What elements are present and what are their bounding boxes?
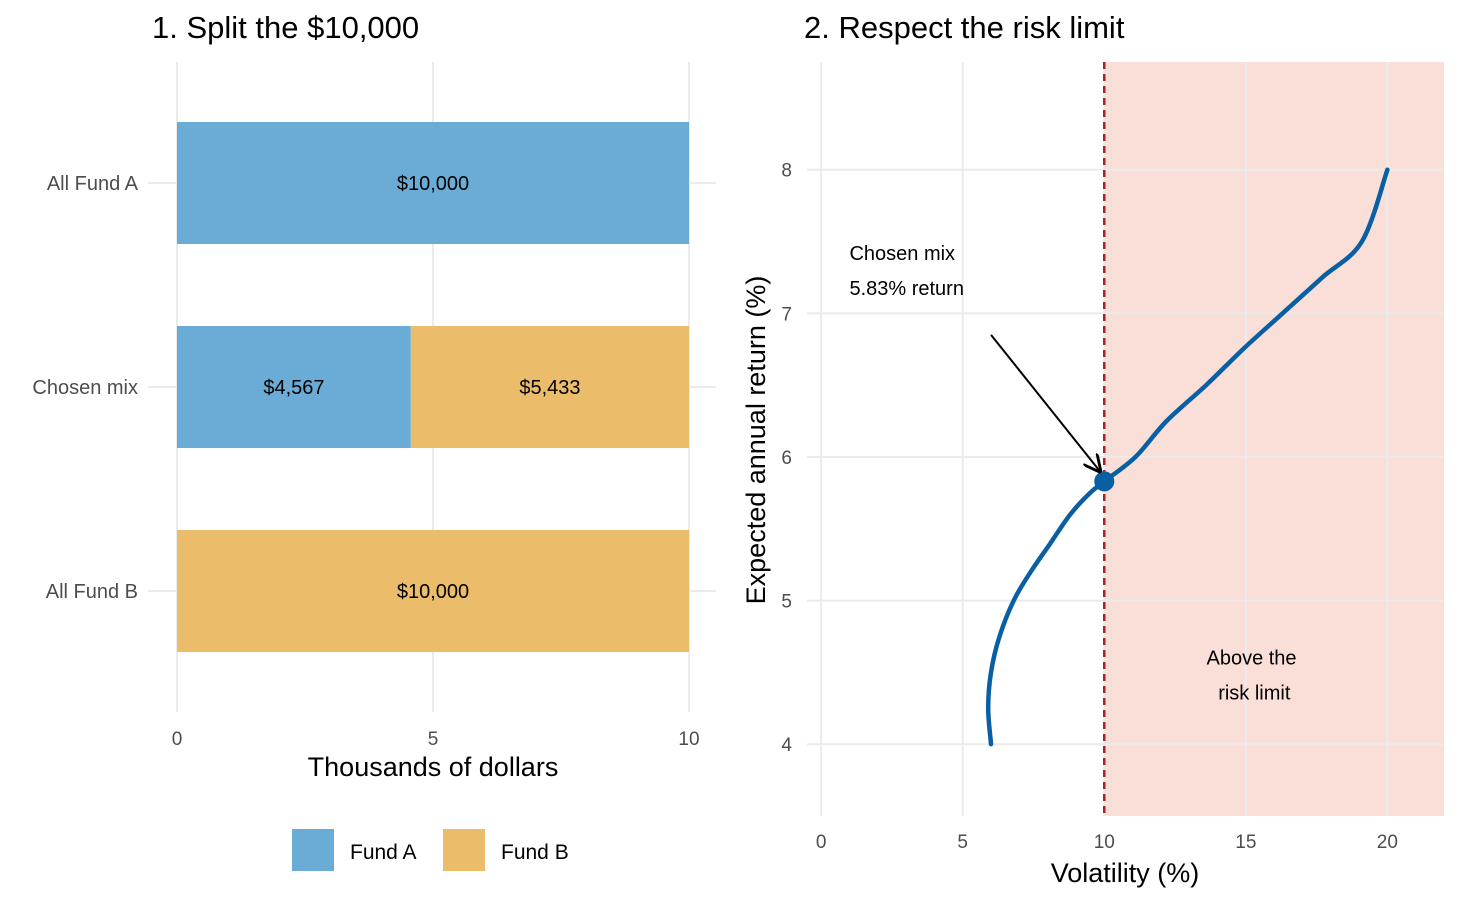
bar-chart-bars: $10,000 $4,567 $5,433 $10,000 — [177, 122, 689, 652]
line-chart-title: 2. Respect the risk limit — [804, 10, 1125, 45]
line-chart-x-tick-label: 5 — [957, 832, 968, 853]
bar-value-label: $10,000 — [397, 581, 469, 603]
line-chart-x-tick-label: 20 — [1377, 832, 1398, 853]
bar-value-label: $5,433 — [519, 377, 580, 399]
line-chart-y-ticks: 4 5 6 7 8 — [781, 161, 792, 756]
bar-value-label: $10,000 — [397, 173, 469, 195]
bar-chart-x-tick-label: 10 — [678, 729, 699, 750]
risk-region-label: Above the risk limit — [1206, 648, 1302, 705]
line-chart-x-tick-label: 15 — [1235, 832, 1256, 853]
legend-label: Fund B — [501, 841, 569, 864]
bar-value-label: $4,567 — [263, 377, 324, 399]
line-chart-y-axis-title: Expected annual return (%) — [741, 276, 771, 605]
chosen-mix-annotation: Chosen mix 5.83% return — [849, 243, 964, 300]
bar-chart-panel: 1. Split the $10,000 $10,000 $4,567 $5,433… — [32, 10, 716, 871]
bar-segment — [410, 326, 689, 448]
bar-chart-x-axis-title: Thousands of dollars — [308, 752, 559, 782]
bar-category-label: All Fund A — [47, 173, 139, 195]
bar-segment — [177, 530, 689, 652]
bar-chart-x-tick-label: 0 — [172, 729, 183, 750]
line-chart-x-axis-title: Volatility (%) — [1051, 858, 1200, 888]
legend-swatch — [443, 829, 485, 871]
bar-chart-title: 1. Split the $10,000 — [152, 10, 419, 45]
bar-chart-category-labels: All Fund A Chosen mix All Fund B — [32, 173, 138, 603]
bar-segment — [177, 122, 689, 244]
chosen-mix-arrow — [990, 334, 1100, 471]
line-chart-panel: 2. Respect the risk limit 0 5 10 15 20 4 5 6 7 8… — [741, 10, 1444, 888]
bar-category-label: Chosen mix — [32, 377, 138, 399]
line-chart-x-tick-label: 10 — [1094, 832, 1115, 853]
bar-chart-x-tick-label: 5 — [428, 729, 439, 750]
line-chart-y-tick-label: 6 — [781, 448, 792, 469]
legend-label: Fund A — [350, 841, 417, 864]
legend-swatch — [292, 829, 334, 871]
chosen-mix-annotation-line-1: Chosen mix — [849, 243, 955, 265]
risk-region-label-line-1: Above the — [1206, 648, 1296, 670]
bar-category-label: All Fund B — [46, 581, 138, 603]
line-chart-y-tick-label: 4 — [781, 735, 792, 756]
chosen-mix-point — [1094, 471, 1115, 492]
line-chart-y-tick-label: 7 — [781, 304, 792, 325]
legend: Fund A Fund B — [292, 829, 569, 871]
line-chart-y-tick-label: 5 — [781, 592, 792, 613]
bar-chart-x-ticks: 0 5 10 — [172, 729, 700, 750]
line-chart-x-ticks: 0 5 10 15 20 — [816, 832, 1398, 853]
bar-segment — [177, 326, 411, 448]
risk-region-label-line-2: risk limit — [1218, 683, 1291, 705]
line-chart-x-tick-label: 0 — [816, 832, 827, 853]
chosen-mix-annotation-line-2: 5.83% return — [849, 278, 964, 300]
line-chart-y-tick-label: 8 — [781, 161, 792, 182]
